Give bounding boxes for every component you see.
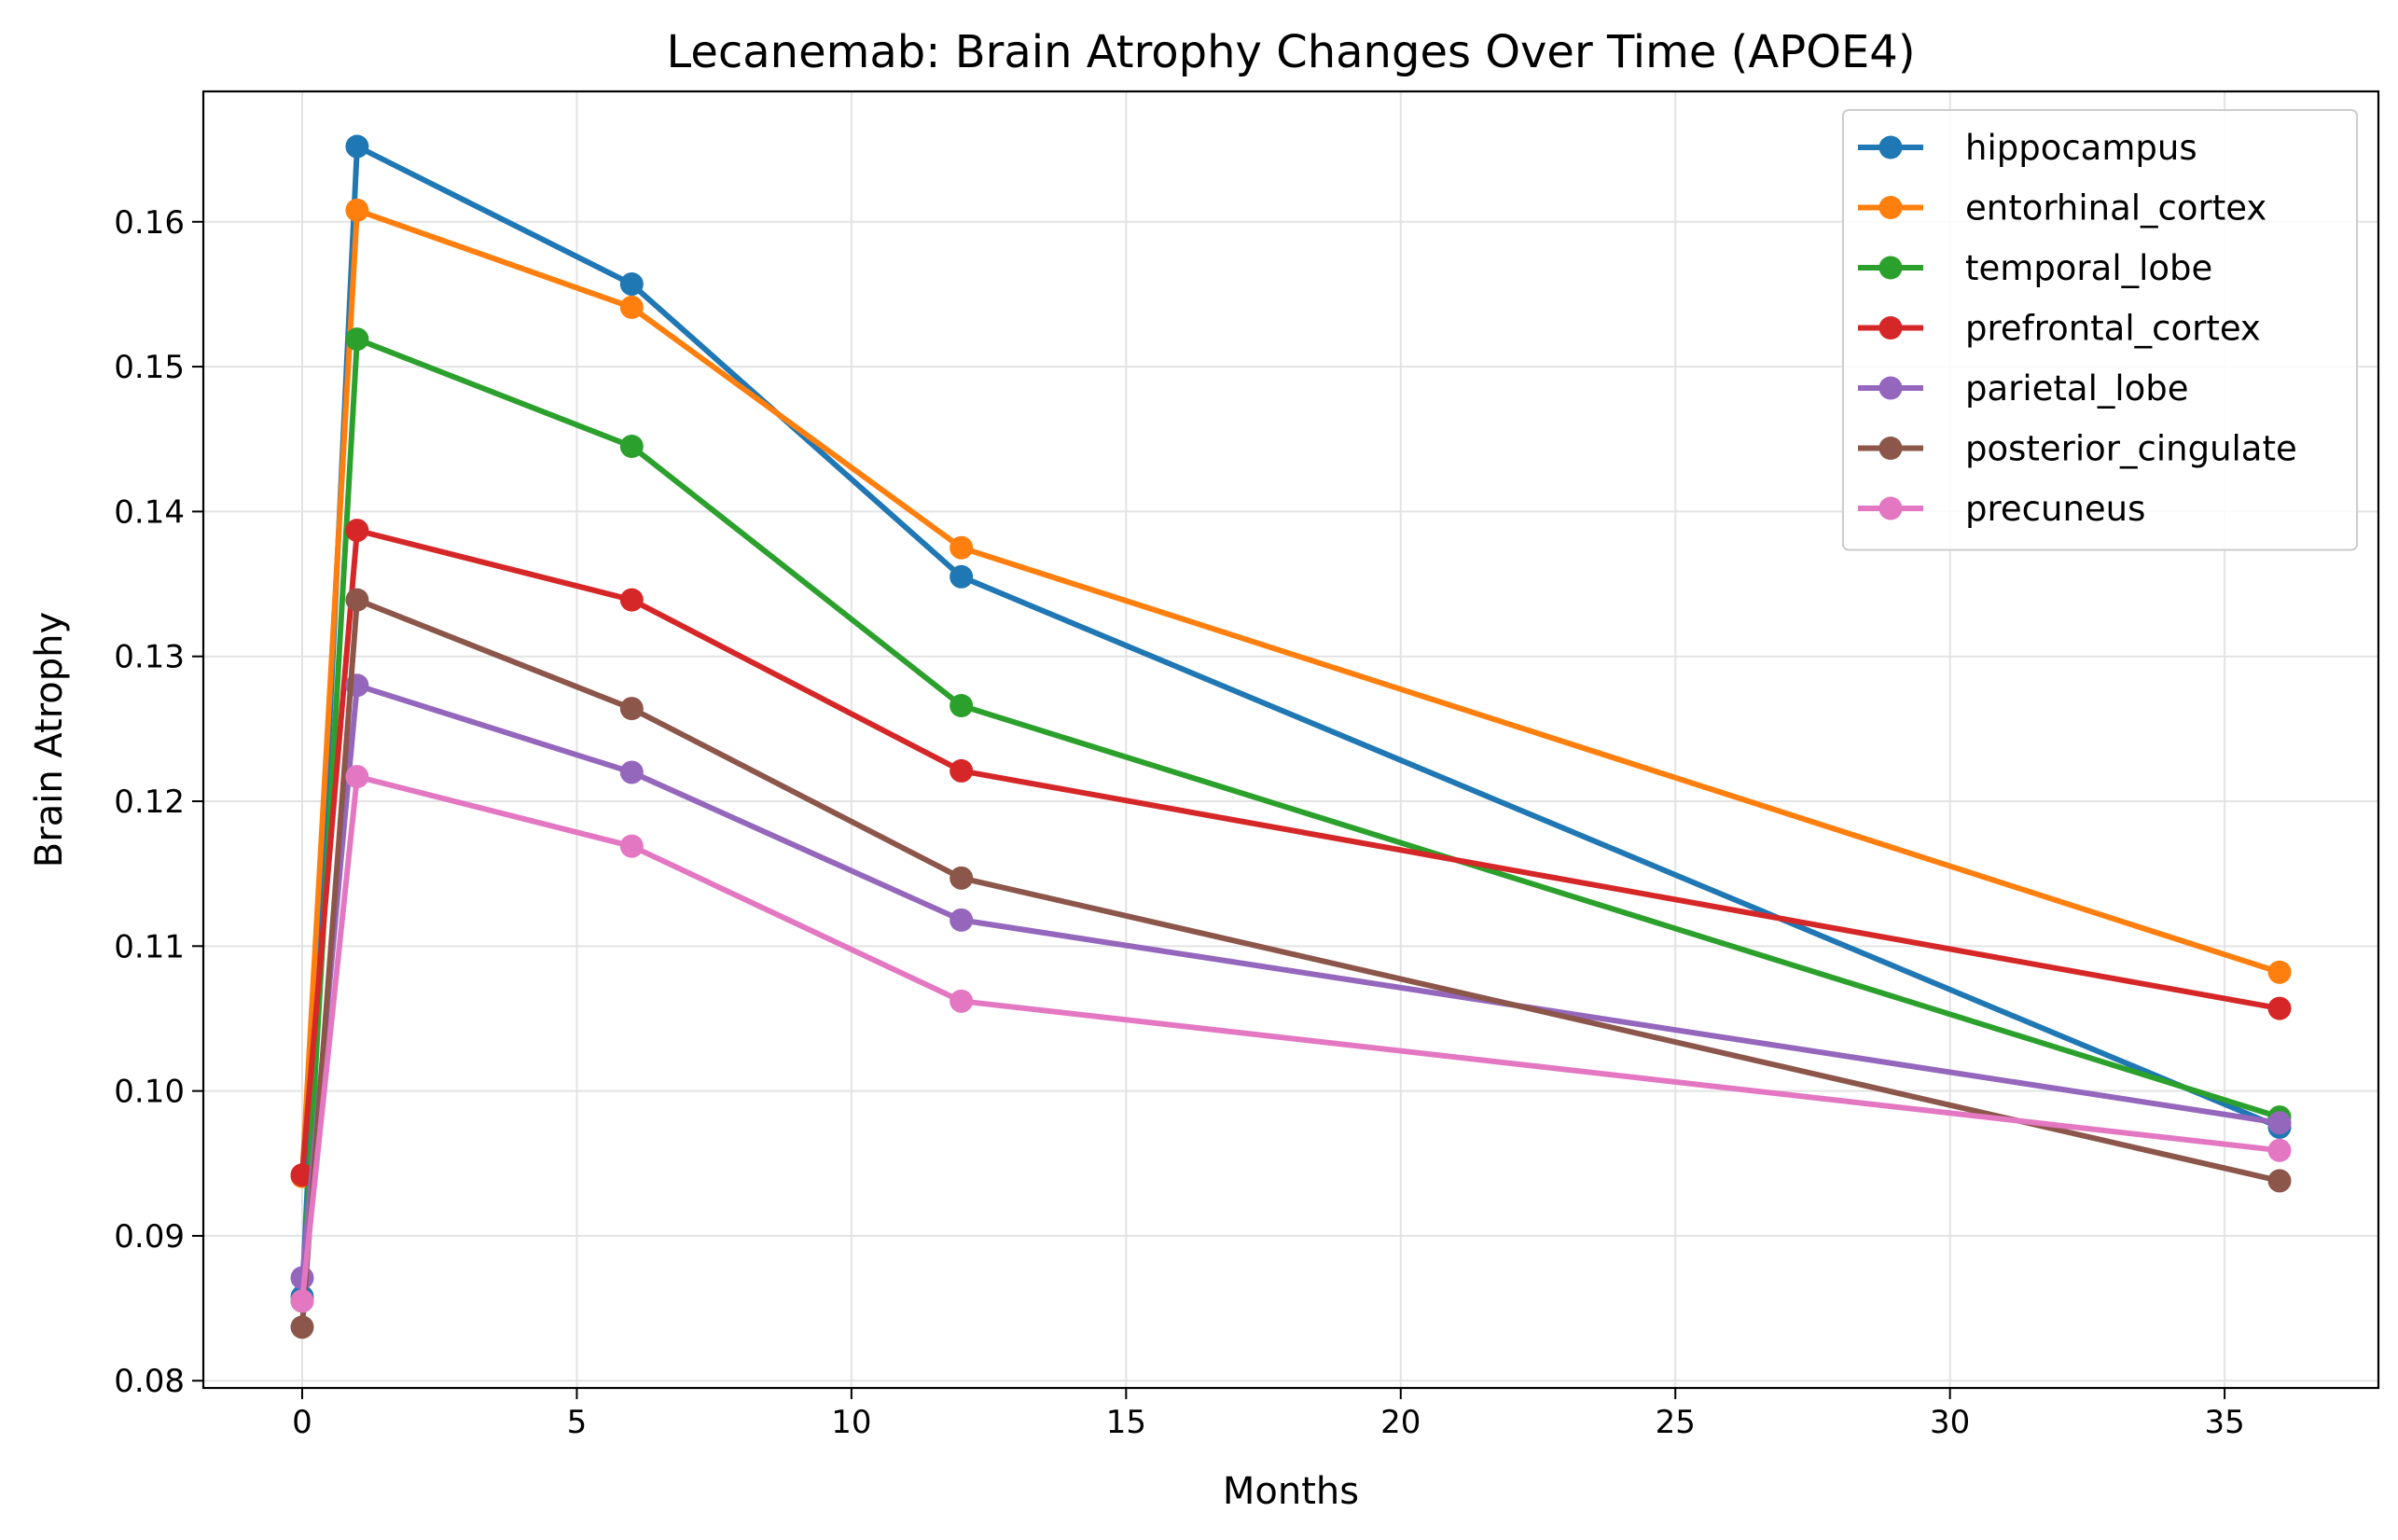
- legend: hippocampus entorhinal_cortex temporal_lob…: [1842, 109, 2358, 551]
- data-point-prefrontal_cortex: [619, 588, 644, 612]
- legend-label: temporal_lobe: [1965, 248, 2212, 288]
- data-point-posterior_cingulate: [619, 697, 644, 721]
- legend-label: hippocampus: [1965, 128, 2197, 168]
- ticks: 0 5 10 15 20 25 30 35 0.08 0.09 0.10 0.11 0.12 0.13 0.…: [114, 204, 2244, 1441]
- y-tick-label: 0.09: [114, 1218, 185, 1256]
- data-point-posterior_cingulate: [345, 588, 369, 612]
- data-point-prefrontal_cortex: [2267, 996, 2292, 1020]
- x-tick-label: 15: [1106, 1404, 1146, 1441]
- series-layer: [290, 134, 2292, 1339]
- legend-swatch-marker: [1878, 135, 1903, 160]
- x-axis-title: Months: [1223, 1470, 1359, 1513]
- legend-item-hippocampus: hippocampus: [1858, 128, 2197, 168]
- legend-item-parietal_lobe: parietal_lobe: [1858, 368, 2189, 409]
- legend-item-prefrontal_cortex: prefrontal_cortex: [1858, 309, 2261, 349]
- legend-swatch-marker: [1878, 496, 1903, 520]
- data-point-hippocampus: [619, 272, 644, 297]
- legend-swatch-marker: [1878, 376, 1903, 400]
- y-tick-label: 0.15: [114, 349, 185, 386]
- series-prefrontal_cortex: [290, 519, 2292, 1187]
- legend-label: precuneus: [1965, 489, 2145, 529]
- x-tick-label: 30: [1930, 1404, 1970, 1441]
- legend-label: posterior_cingulate: [1965, 429, 2297, 469]
- x-tick-label: 10: [831, 1404, 871, 1441]
- x-tick-label: 5: [567, 1404, 588, 1441]
- data-point-temporal_lobe: [345, 327, 369, 352]
- plot-frame: [201, 90, 2380, 1390]
- legend-swatch-marker: [1878, 437, 1903, 460]
- legend-swatch-marker: [1878, 316, 1903, 340]
- data-point-parietal_lobe: [949, 908, 974, 932]
- y-tick-label: 0.13: [114, 639, 185, 676]
- data-point-temporal_lobe: [949, 694, 974, 718]
- y-tick-label: 0.16: [114, 204, 185, 242]
- data-point-parietal_lobe: [619, 760, 644, 784]
- legend-label: entorhinal_cortex: [1965, 188, 2266, 229]
- data-point-entorhinal_cortex: [949, 535, 974, 560]
- data-point-entorhinal_cortex: [2267, 960, 2292, 984]
- legend-box: [1842, 109, 2358, 551]
- data-point-precuneus: [345, 765, 369, 789]
- legend-item-precuneus: precuneus: [1858, 489, 2145, 529]
- data-point-hippocampus: [949, 564, 974, 589]
- series-precuneus: [290, 765, 2292, 1313]
- legend-label: prefrontal_cortex: [1965, 309, 2261, 349]
- legend-swatch-marker: [1878, 196, 1903, 219]
- x-tick-label: 25: [1656, 1404, 1696, 1441]
- legend-swatch-marker: [1878, 256, 1903, 280]
- data-point-entorhinal_cortex: [619, 295, 644, 319]
- chart-title: Lecanemab: Brain Atrophy Changes Over Ti…: [666, 26, 1915, 78]
- y-tick-label: 0.10: [114, 1074, 185, 1111]
- data-point-prefrontal_cortex: [290, 1163, 314, 1187]
- data-point-hippocampus: [345, 134, 369, 159]
- y-tick-label: 0.11: [114, 928, 185, 965]
- legend-item-posterior_cingulate: posterior_cingulate: [1858, 429, 2297, 469]
- legend-item-temporal_lobe: temporal_lobe: [1858, 248, 2212, 288]
- y-tick-label: 0.14: [114, 493, 185, 531]
- data-point-posterior_cingulate: [2267, 1169, 2292, 1193]
- data-point-precuneus: [2267, 1138, 2292, 1162]
- x-tick-label: 0: [292, 1404, 312, 1441]
- y-tick-label: 0.12: [114, 784, 185, 821]
- data-point-prefrontal_cortex: [949, 758, 974, 783]
- data-point-entorhinal_cortex: [345, 198, 369, 222]
- data-point-temporal_lobe: [619, 435, 644, 459]
- x-tick-label: 20: [1380, 1404, 1421, 1441]
- data-point-precuneus: [619, 834, 644, 858]
- data-point-precuneus: [290, 1289, 314, 1313]
- data-point-prefrontal_cortex: [345, 519, 369, 543]
- data-point-posterior_cingulate: [949, 866, 974, 890]
- y-tick-label: 0.08: [114, 1363, 185, 1400]
- x-tick-label: 35: [2204, 1404, 2244, 1441]
- legend-item-entorhinal_cortex: entorhinal_cortex: [1858, 188, 2266, 229]
- data-point-precuneus: [949, 989, 974, 1013]
- data-point-posterior_cingulate: [290, 1315, 314, 1339]
- data-point-parietal_lobe: [2267, 1111, 2292, 1135]
- legend-label: parietal_lobe: [1965, 368, 2189, 409]
- y-axis-title: Brain Atrophy: [28, 612, 71, 867]
- series-posterior_cingulate: [290, 588, 2292, 1339]
